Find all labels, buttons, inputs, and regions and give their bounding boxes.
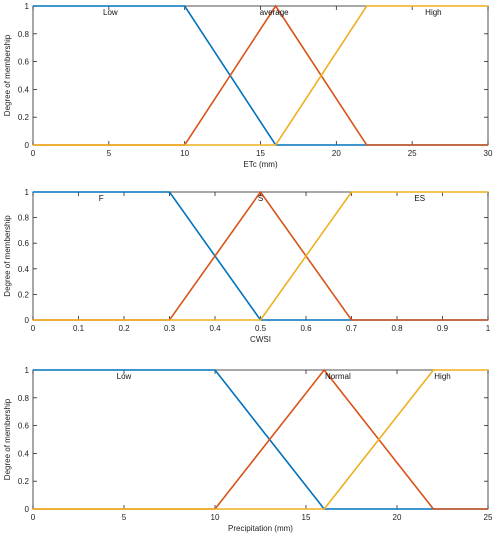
x-tick-label: 0.9 [437,324,449,333]
series-line-high [33,369,488,510]
plot-frame [32,191,489,321]
y-tick-label: 0.8 [18,30,30,39]
series-line-high [33,5,488,146]
y-tick-label: 0 [25,505,30,514]
y-tick-label: 0.6 [18,58,30,67]
y-axis-label: Degree of membership [3,34,12,116]
membership-label-low: Low [117,372,132,381]
membership-label-high: High [425,8,441,17]
membership-label-average: average [260,8,289,17]
y-tick-label: 0.6 [18,422,30,431]
x-tick-label: 10 [211,513,220,522]
x-tick-label: 5 [122,513,127,522]
chart-panel-1: 0 5 10 15 20 25 30 0 0.2 0.4 0.6 0.8 1 Low average High… [3,2,493,169]
x-tick-label: 30 [484,149,493,158]
x-tick-label: 0.8 [391,324,403,333]
x-tick-label: 0.2 [118,324,130,333]
x-tick-label: 1 [486,324,491,333]
x-tick-label: 0.4 [209,324,221,333]
membership-label-f: F [99,194,104,203]
plot-frame [32,5,489,146]
y-tick-label: 0.6 [18,239,30,248]
x-tick-label: 10 [180,149,189,158]
x-tick-label: 20 [332,149,341,158]
y-axis-label: Degree of membership [3,215,12,297]
chart-panel-2: 0 0.1 0.2 0.3 0.4 0.5 0.6 0.7 0.8 0.9 1 0 0.2 0.4 0.6 0… [3,188,491,344]
x-axis-label: Precipitation (mm) [228,524,293,533]
y-tick-label: 0.4 [18,265,30,274]
x-tick-label: 15 [256,149,265,158]
y-tick-label: 1 [25,188,30,197]
y-tick-label: 0.2 [18,290,30,299]
x-tick-label: 0 [31,513,36,522]
x-tick-label: 5 [107,149,112,158]
x-tick-label: 25 [484,513,493,522]
y-tick-label: 0.8 [18,394,30,403]
membership-label-es: ES [414,194,425,203]
membership-label-s: S [258,194,263,203]
y-tick-label: 0.8 [18,214,30,223]
x-tick-label: 0 [31,149,36,158]
x-tick-label: 0.5 [255,324,267,333]
x-tick-label: 20 [393,513,402,522]
membership-label-low: Low [103,8,118,17]
membership-label-high: High [434,372,450,381]
chart-panel-3: 0 5 10 15 20 25 0 0.2 0.4 0.6 0.8 1 Low Normal High Pre… [3,366,493,533]
x-tick-label: 0 [31,324,36,333]
y-axis-label: Degree of membership [3,398,12,480]
x-tick-label: 15 [302,513,311,522]
y-tick-label: 1 [25,2,30,11]
x-tick-label: 0.6 [300,324,312,333]
x-tick-label: 0.3 [164,324,176,333]
plot-frame [32,369,489,510]
y-tick-label: 0 [25,316,30,325]
x-axis-label: CWSI [250,335,271,344]
y-tick-label: 0.2 [18,477,30,486]
membership-label-normal: Normal [325,372,351,381]
series-line-es [33,191,488,321]
x-axis-label: ETc (mm) [243,160,278,169]
y-tick-label: 0.4 [18,449,30,458]
y-tick-label: 0.4 [18,85,30,94]
x-tick-label: 0.7 [346,324,358,333]
x-tick-label: 25 [408,149,417,158]
y-tick-label: 1 [25,366,30,375]
x-tick-label: 0.1 [73,324,85,333]
y-tick-label: 0.2 [18,113,30,122]
y-tick-label: 0 [25,141,30,150]
